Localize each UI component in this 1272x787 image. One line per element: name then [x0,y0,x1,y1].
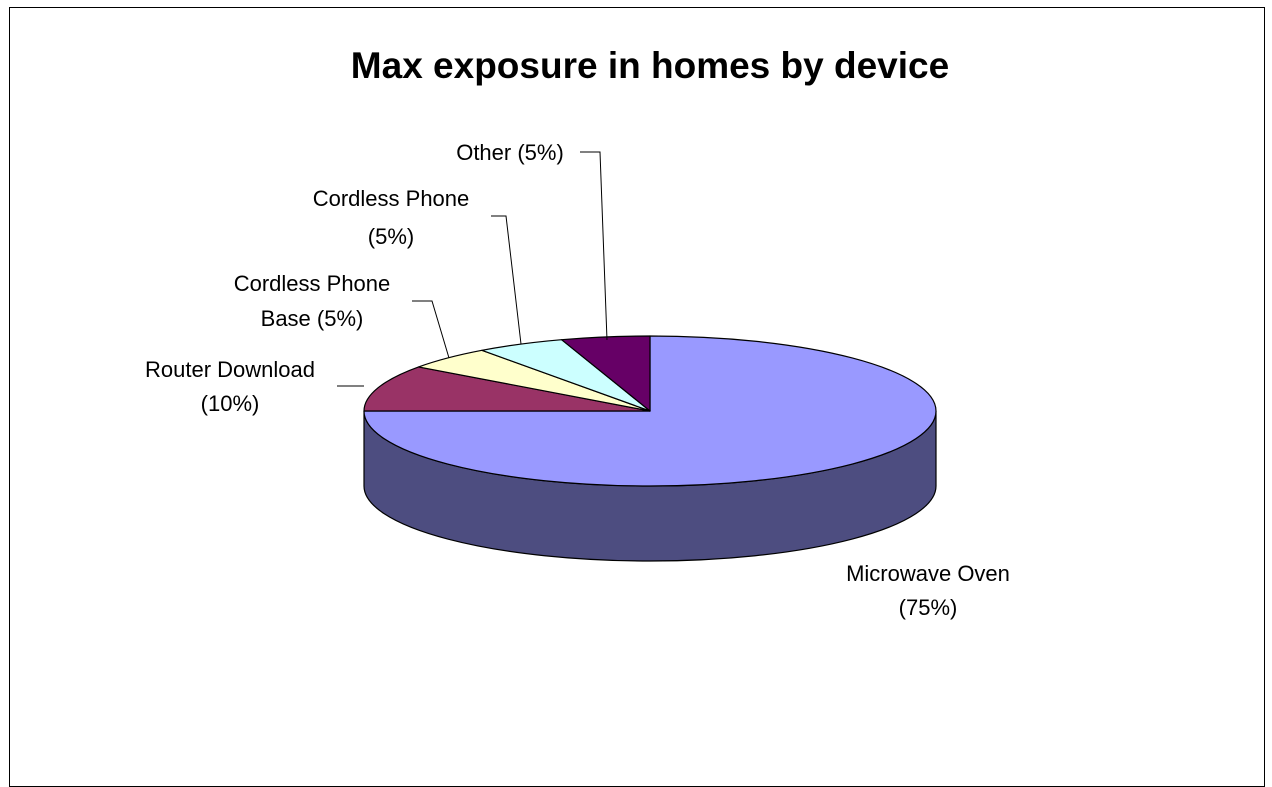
slice-label-router-download-line2: (10%) [201,391,260,416]
leader-line-cordless-phone-base [412,300,450,359]
slice-label-cordless-phone: Cordless Phone [313,186,470,211]
pie-slice-other [561,335,651,412]
slice-label-cordless-phone-base-line2: Base (5%) [261,306,364,331]
slice-label-other: Other (5%) [456,140,564,165]
slice-label-cordless-phone-base: Cordless Phone [234,271,391,296]
pie-chart: Max exposure in homes by device Microwav… [145,45,1010,620]
chart-title: Max exposure in homes by device [351,45,949,86]
leader-line-cordless-phone [491,215,522,345]
leader-line-other [580,151,608,341]
slice-label-cordless-phone-line2: (5%) [368,224,414,249]
slice-label-microwave-oven: Microwave Oven [846,561,1010,586]
slice-labels: Microwave Oven (75%) Router Download (10%) C… [145,140,1010,620]
leader-lines [337,151,608,387]
slice-label-microwave-oven-line2: (75%) [899,595,958,620]
slice-label-router-download: Router Download [145,357,315,382]
pie-top [363,335,937,487]
pie-slice-router-download [363,366,651,412]
